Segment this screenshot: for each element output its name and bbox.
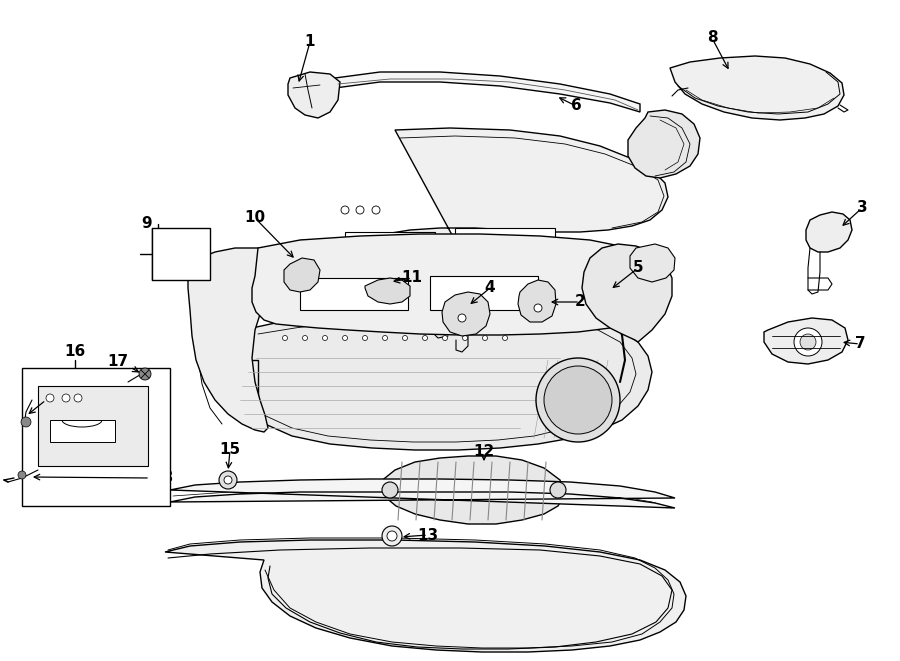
Circle shape	[139, 368, 151, 380]
Polygon shape	[764, 318, 848, 364]
Circle shape	[536, 358, 620, 442]
Circle shape	[387, 531, 397, 541]
Circle shape	[18, 471, 26, 479]
Bar	[50, 420, 115, 442]
Polygon shape	[170, 479, 675, 508]
Circle shape	[343, 336, 347, 340]
Bar	[38, 386, 148, 466]
Circle shape	[482, 336, 488, 340]
Circle shape	[62, 394, 70, 402]
Polygon shape	[288, 72, 340, 118]
Text: 10: 10	[245, 210, 266, 225]
Circle shape	[374, 256, 382, 264]
Polygon shape	[234, 310, 652, 450]
Circle shape	[382, 336, 388, 340]
Polygon shape	[165, 540, 686, 652]
Text: 14: 14	[220, 352, 240, 368]
Polygon shape	[252, 234, 670, 335]
Polygon shape	[518, 280, 556, 322]
Circle shape	[356, 256, 364, 264]
Circle shape	[356, 206, 364, 214]
Circle shape	[74, 394, 82, 402]
Text: 11: 11	[401, 270, 422, 286]
Circle shape	[382, 274, 390, 282]
Polygon shape	[582, 244, 672, 342]
Circle shape	[800, 334, 816, 350]
Circle shape	[382, 526, 402, 546]
Polygon shape	[628, 110, 700, 178]
Polygon shape	[188, 248, 272, 432]
Circle shape	[46, 394, 54, 402]
Text: 15: 15	[220, 442, 240, 457]
Text: 1: 1	[305, 34, 315, 50]
Polygon shape	[670, 56, 844, 120]
Polygon shape	[335, 72, 640, 112]
Text: 16: 16	[65, 344, 86, 360]
Circle shape	[422, 336, 427, 340]
Text: 3: 3	[857, 200, 868, 215]
Circle shape	[341, 206, 349, 214]
Polygon shape	[284, 258, 320, 292]
Bar	[152, 228, 210, 280]
Circle shape	[364, 274, 372, 282]
Circle shape	[283, 336, 287, 340]
Text: 7: 7	[855, 336, 865, 352]
Text: 17: 17	[107, 354, 129, 369]
Polygon shape	[380, 456, 565, 524]
Circle shape	[302, 336, 308, 340]
Text: 12: 12	[473, 444, 495, 459]
Circle shape	[322, 336, 328, 340]
Bar	[22, 368, 170, 506]
Text: 2: 2	[574, 295, 585, 309]
Circle shape	[544, 366, 612, 434]
Circle shape	[224, 476, 232, 484]
Circle shape	[382, 482, 398, 498]
Text: 5: 5	[633, 260, 643, 276]
Text: 18: 18	[152, 471, 173, 485]
Circle shape	[502, 336, 508, 340]
Polygon shape	[365, 278, 410, 304]
Polygon shape	[442, 292, 490, 336]
Text: 4: 4	[485, 280, 495, 295]
Circle shape	[534, 304, 542, 312]
Circle shape	[392, 256, 400, 264]
Polygon shape	[336, 128, 668, 272]
Text: 13: 13	[418, 527, 438, 543]
Circle shape	[337, 256, 344, 264]
Bar	[455, 228, 555, 258]
Circle shape	[363, 336, 367, 340]
Bar	[345, 232, 435, 260]
Circle shape	[372, 206, 380, 214]
Polygon shape	[630, 244, 675, 282]
Bar	[300, 278, 408, 310]
Circle shape	[794, 328, 822, 356]
Circle shape	[219, 471, 237, 489]
Text: 6: 6	[571, 98, 581, 114]
Circle shape	[410, 256, 418, 264]
Circle shape	[550, 482, 566, 498]
Circle shape	[400, 274, 408, 282]
Circle shape	[402, 336, 408, 340]
Bar	[430, 276, 538, 310]
Circle shape	[443, 336, 447, 340]
Polygon shape	[806, 212, 852, 252]
Circle shape	[346, 274, 354, 282]
Circle shape	[463, 336, 467, 340]
Circle shape	[21, 417, 31, 427]
Text: 8: 8	[706, 30, 717, 46]
Circle shape	[458, 314, 466, 322]
Text: 9: 9	[141, 217, 152, 231]
Text: 19: 19	[41, 387, 63, 401]
